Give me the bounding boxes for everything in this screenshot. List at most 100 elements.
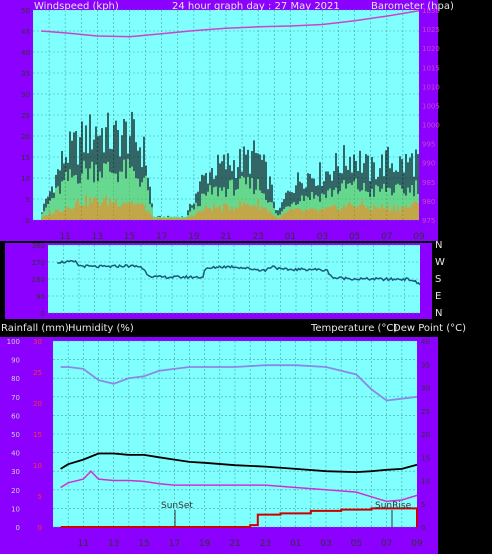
humidity-tick-label: 20	[11, 487, 20, 495]
direction-tick-label: 180	[32, 276, 45, 284]
rain-tick-label: 5	[38, 493, 42, 501]
sunset-label: SunSet	[161, 501, 193, 511]
top-x-tick-label: 07	[381, 232, 392, 242]
bottom-x-tick-label: 05	[351, 539, 362, 549]
top-grid	[33, 9, 419, 221]
temperature-tick-label: 0	[421, 524, 425, 532]
barometer-tick-label: 1020	[422, 45, 440, 53]
temperature-tick-label: 20	[421, 431, 430, 439]
direction-tick-label: 270	[32, 259, 45, 267]
humidity-line	[60, 364, 418, 402]
rainfall-line	[60, 507, 418, 528]
barometer-tick-label: 985	[422, 179, 435, 187]
temperature-tick-label: 5	[421, 501, 425, 509]
rain-tick-label: 30	[33, 338, 42, 346]
humidity-tick-label: 0	[16, 524, 20, 532]
bottom-grid	[53, 340, 417, 528]
bottom-x-tick-label: 17	[169, 539, 180, 549]
bottom-x-tick-label: 23	[260, 539, 271, 549]
bottom-x-tick-label: 03	[320, 539, 331, 549]
wind-tick-label: 25	[21, 112, 30, 120]
rain-tick-label: 25	[33, 369, 42, 377]
wind-tick-label: 35	[21, 70, 30, 78]
temperature-axis-label: Temperature (°C)	[310, 323, 397, 334]
dew-point-axis-label: Dew Point (°C)	[393, 323, 466, 334]
temperature-tick-label: 25	[421, 408, 430, 416]
wind-tick-label: 0	[26, 217, 30, 225]
wind-tick-label: 40	[21, 49, 30, 57]
top-x-tick-label: 23	[252, 232, 263, 242]
barometer-line	[40, 10, 420, 38]
dir-label-w: W	[435, 257, 445, 268]
wind-bars	[41, 111, 419, 220]
wind-tick-label: 30	[21, 91, 30, 99]
bottom-x-tick-label: 21	[229, 539, 240, 549]
humidity-tick-label: 90	[11, 357, 20, 365]
wind-axis-label: Windspeed (kph)	[34, 1, 119, 12]
humidity-axis-ticks: 0 10 20 30 40 50 60 70 80 90 100	[7, 338, 20, 532]
rain-tick-label: 15	[33, 431, 42, 439]
barometer-axis-label: Barometer (hpa)	[371, 1, 454, 12]
wind-tick-label: 10	[21, 175, 30, 183]
wind-tick-label: 15	[21, 154, 30, 162]
direction-axis-ticks: 360 270 180 90 0	[32, 242, 45, 318]
top-x-tick-label: 19	[188, 232, 200, 242]
wind-tick-label: 45	[21, 28, 30, 36]
temperature-line	[60, 452, 418, 474]
rain-tick-label: 20	[33, 400, 42, 408]
temperature-tick-label: 10	[421, 478, 430, 486]
wind-tick-label: 50	[21, 7, 30, 15]
rain-tick-label: 0	[38, 524, 42, 532]
temperature-tick-label: 15	[421, 454, 430, 462]
top-x-tick-label: 13	[92, 232, 103, 242]
rain-axis-label: Rainfall (mm)	[1, 323, 69, 334]
dir-label-s: S	[435, 274, 441, 285]
top-x-tick-label: 11	[59, 232, 70, 242]
dew-point-line	[60, 470, 418, 503]
barometer-tick-label: 1015	[422, 64, 440, 72]
top-x-tick-label: 21	[220, 232, 231, 242]
barometer-tick-label: 990	[422, 160, 435, 168]
temperature-tick-label: 35	[421, 361, 430, 369]
top-x-tick-label: 05	[349, 232, 360, 242]
humidity-tick-label: 30	[11, 468, 20, 476]
barometer-tick-label: 980	[422, 198, 435, 206]
humidity-axis-label: Humidity (%)	[68, 323, 134, 334]
rain-axis-ticks: 0 5 10 15 20 25 30	[33, 338, 42, 532]
top-x-tick-label: 03	[317, 232, 328, 242]
wind-axis-ticks: 0 5 10 15 20 25 30 35 40 45 50	[21, 7, 30, 225]
direction-tick-label: 360	[32, 242, 45, 250]
wind-tick-label: 5	[26, 196, 30, 204]
barometer-tick-label: 1010	[422, 83, 440, 91]
humidity-tick-label: 80	[11, 375, 20, 383]
top-x-axis-ticks: 11 13 15 17 19 21 23 01 03 05 07 09	[59, 232, 425, 242]
direction-tick-label: 90	[36, 293, 45, 301]
top-x-tick-label: 09	[413, 232, 425, 242]
direction-tick-label: 0	[41, 310, 45, 318]
dir-label-n-bottom: N	[435, 308, 442, 319]
humidity-tick-label: 40	[11, 450, 20, 458]
humidity-tick-label: 10	[11, 505, 20, 513]
barometer-tick-label: 1005	[422, 102, 440, 110]
humidity-tick-label: 60	[11, 412, 20, 420]
bottom-x-tick-label: 01	[290, 539, 301, 549]
wind-direction-line	[57, 259, 421, 286]
humidity-tick-label: 100	[7, 338, 20, 346]
wind-tick-label: 20	[21, 133, 30, 141]
top-x-tick-label: 17	[156, 232, 167, 242]
sunrise-label: SunRise	[375, 501, 412, 511]
temperature-axis-ticks: 0 5 10 15 20 25 30 35 40	[421, 338, 430, 532]
bottom-x-tick-label: 07	[381, 539, 392, 549]
barometer-axis-ticks: 975 980 985 990 995 1000 1005 1010 1015 1020 1025 1…	[422, 7, 440, 225]
bottom-x-tick-label: 11	[78, 539, 89, 549]
barometer-tick-label: 1025	[422, 26, 440, 34]
barometer-tick-label: 1000	[422, 122, 440, 130]
dir-label-e: E	[435, 291, 441, 302]
bottom-x-tick-label: 19	[199, 539, 211, 549]
date-title: 24 hour graph day : 27 May 2021	[172, 1, 340, 12]
bottom-x-tick-label: 13	[108, 539, 119, 549]
top-x-tick-label: 01	[285, 232, 296, 242]
temperature-tick-label: 40	[421, 338, 430, 346]
humidity-tick-label: 70	[11, 394, 20, 402]
